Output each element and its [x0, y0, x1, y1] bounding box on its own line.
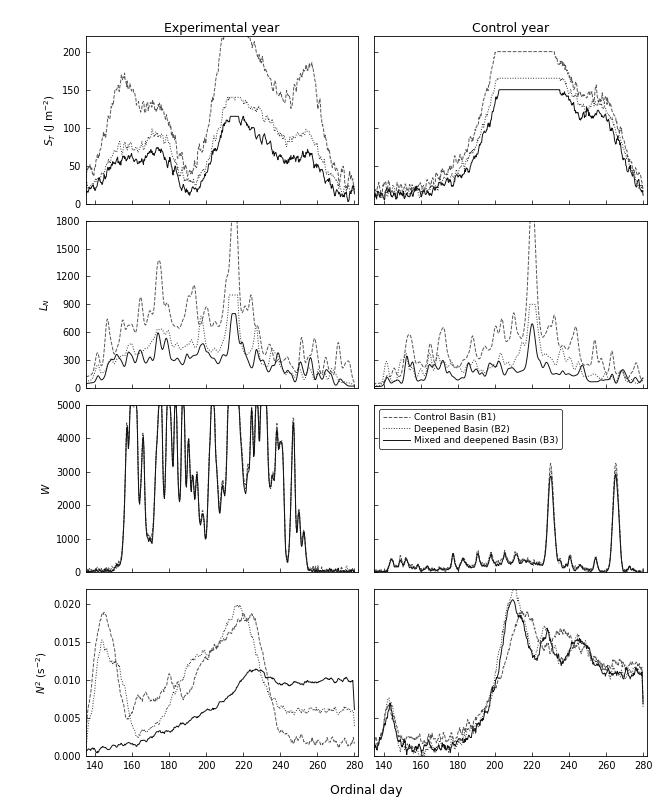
- Title: Experimental year: Experimental year: [164, 22, 280, 36]
- Mixed and deepened Basin (B3): [531, 559, 539, 569]
- Legend: Control Basin (B1), Deepened Basin (B2), Mixed and deepened Basin (B3): Control Basin (B1), Deepened Basin (B2),…: [379, 409, 562, 449]
- Control Basin (B1): [531, 558, 539, 568]
- Y-axis label: $N^2$ (s$^{-2}$): $N^2$ (s$^{-2}$): [34, 651, 49, 694]
- Deepened Basin (B2): [591, 553, 599, 563]
- Control Basin (B1): [634, 567, 642, 577]
- Line: Mixed and deepened Basin (B3): Mixed and deepened Basin (B3): [374, 474, 643, 572]
- Control Basin (B1): [592, 553, 600, 563]
- Deepened Basin (B2): [516, 557, 524, 567]
- Deepened Basin (B2): [370, 566, 378, 576]
- Mixed and deepened Basin (B3): [639, 567, 647, 577]
- Mixed and deepened Basin (B3): [591, 554, 599, 564]
- Y-axis label: $S_T$ (J m$^{-2}$): $S_T$ (J m$^{-2}$): [42, 95, 58, 146]
- Mixed and deepened Basin (B3): [500, 549, 508, 559]
- Line: Control Basin (B1): Control Basin (B1): [374, 464, 643, 572]
- Mixed and deepened Basin (B3): [499, 555, 507, 565]
- Control Basin (B1): [500, 548, 508, 557]
- Control Basin (B1): [546, 459, 554, 468]
- Control Basin (B1): [639, 564, 647, 574]
- Mixed and deepened Basin (B3): [370, 567, 378, 577]
- Y-axis label: $L_N$: $L_N$: [38, 298, 52, 311]
- Control Basin (B1): [370, 566, 378, 576]
- Mixed and deepened Basin (B3): [516, 558, 524, 568]
- Deepened Basin (B2): [499, 556, 507, 565]
- Text: Ordinal day: Ordinal day: [330, 785, 403, 798]
- Deepened Basin (B2): [612, 466, 620, 476]
- Deepened Basin (B2): [634, 567, 642, 577]
- Y-axis label: $W$: $W$: [40, 482, 52, 495]
- Mixed and deepened Basin (B3): [612, 469, 620, 479]
- Line: Deepened Basin (B2): Deepened Basin (B2): [374, 471, 643, 572]
- Deepened Basin (B2): [376, 567, 384, 577]
- Mixed and deepened Basin (B3): [381, 567, 389, 577]
- Deepened Basin (B2): [500, 550, 508, 560]
- Mixed and deepened Basin (B3): [634, 567, 642, 577]
- Deepened Basin (B2): [531, 557, 539, 567]
- Deepened Basin (B2): [639, 567, 647, 577]
- Control Basin (B1): [499, 553, 507, 562]
- Control Basin (B1): [382, 567, 390, 577]
- Control Basin (B1): [516, 557, 524, 567]
- Title: Control year: Control year: [472, 22, 549, 36]
